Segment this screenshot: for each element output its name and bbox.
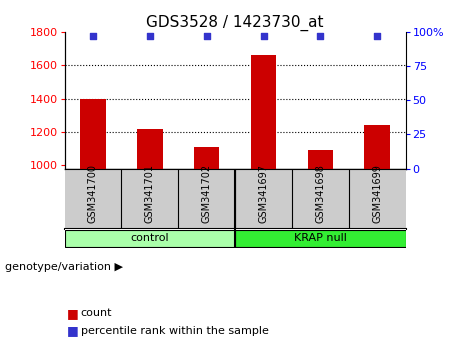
Point: [373, 33, 381, 39]
Point: [89, 33, 97, 39]
Text: ■: ■: [67, 307, 78, 320]
Point: [260, 33, 267, 39]
Text: KRAP null: KRAP null: [294, 233, 347, 243]
Bar: [307, 150, 333, 169]
Point: [203, 33, 210, 39]
Text: control: control: [130, 233, 169, 243]
Bar: [137, 129, 163, 169]
Point: [317, 33, 324, 39]
Text: count: count: [81, 308, 112, 318]
Bar: [365, 125, 390, 169]
Point: [146, 33, 154, 39]
Bar: [235, 230, 406, 247]
Bar: [194, 147, 219, 169]
Bar: [251, 55, 276, 169]
Bar: [65, 230, 235, 247]
Text: genotype/variation ▶: genotype/variation ▶: [5, 262, 123, 272]
Title: GDS3528 / 1423730_at: GDS3528 / 1423730_at: [146, 14, 324, 30]
Text: ■: ■: [67, 325, 78, 337]
Text: percentile rank within the sample: percentile rank within the sample: [81, 326, 269, 336]
Bar: [80, 98, 106, 169]
